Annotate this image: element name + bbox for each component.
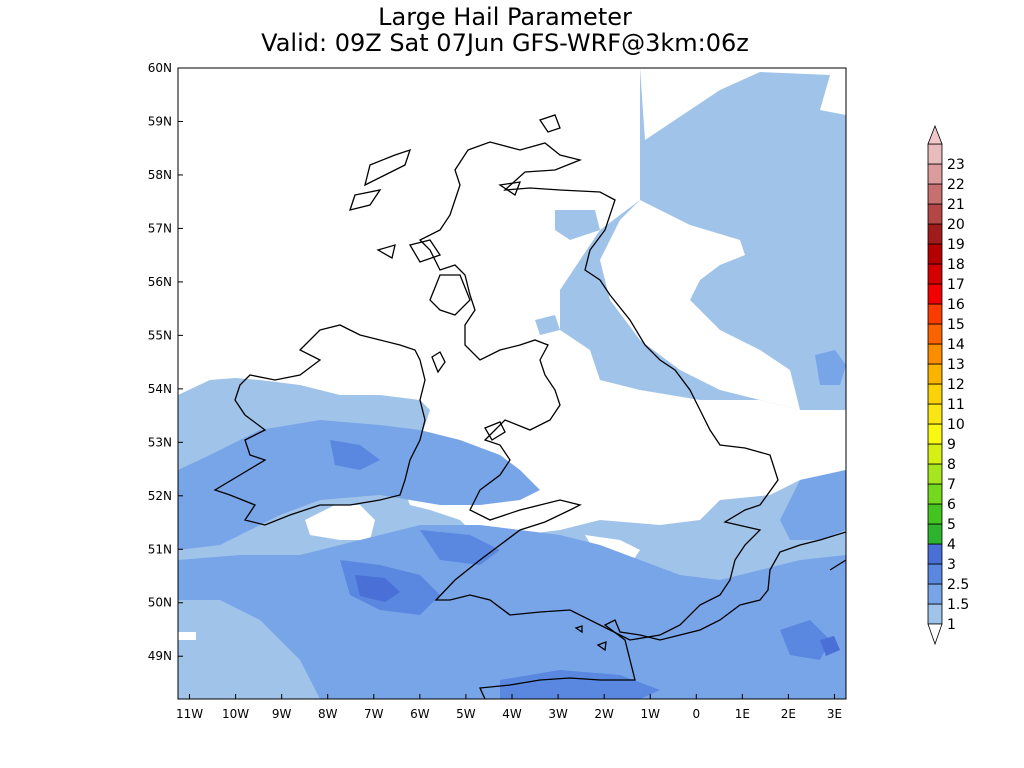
colorbar-over-triangle — [927, 124, 943, 145]
colorbar-swatch — [927, 263, 943, 285]
colorbar-label: 2.5 — [947, 577, 969, 593]
colorbar-label: 13 — [947, 357, 965, 373]
lon-label-2W: 2W — [594, 707, 614, 721]
lon-label-9W: 9W — [272, 707, 292, 721]
lon-label-7W: 7W — [364, 707, 384, 721]
peak-value-regions — [355, 575, 840, 656]
colorbar-swatch — [927, 163, 943, 185]
lat-label-56N: 56N — [148, 275, 172, 289]
axis-ticks — [178, 68, 835, 699]
colorbar-swatch — [927, 543, 943, 565]
map-title: Large Hail Parameter — [378, 3, 632, 31]
colorbar-label: 22 — [947, 177, 965, 193]
colorbar-label: 5 — [947, 517, 956, 533]
latitude-labels: 60N 59N 58N 57N 56N 55N 54N 53N 52N 51N 50N 49N — [148, 61, 172, 663]
colorbar-label: 9 — [947, 437, 956, 453]
colorbar-label: 12 — [947, 377, 965, 393]
lat-label-57N: 57N — [148, 221, 172, 235]
colorbar-label: 6 — [947, 497, 956, 513]
colorbar-label: 19 — [947, 237, 965, 253]
colorbar-label: 15 — [947, 317, 965, 333]
lat-label-59N: 59N — [148, 114, 172, 128]
lon-label-11W: 11W — [176, 707, 203, 721]
colorbar-swatch — [927, 303, 943, 325]
colorbar-swatch — [927, 383, 943, 405]
lat-label-50N: 50N — [148, 596, 172, 610]
lat-label-53N: 53N — [148, 435, 172, 449]
colorbar-swatch — [927, 243, 943, 265]
colorbar-swatch — [927, 403, 943, 425]
colorbar-label: 23 — [947, 157, 965, 173]
colorbar-swatch — [927, 223, 943, 245]
colorbar-label: 16 — [947, 297, 965, 313]
colorbar-label: 3 — [947, 557, 956, 573]
colorbar-swatch — [927, 483, 943, 505]
lat-label-51N: 51N — [148, 542, 172, 556]
colorbar-label: 17 — [947, 277, 965, 293]
lat-label-52N: 52N — [148, 489, 172, 503]
colorbar-swatch — [927, 323, 943, 345]
coastlines — [213, 114, 846, 699]
colorbar-swatch — [927, 523, 943, 545]
colorbar-swatch — [927, 363, 943, 385]
colorbar-label: 14 — [947, 337, 965, 353]
colorbar-label: 8 — [947, 457, 956, 473]
lon-label-6W: 6W — [410, 707, 430, 721]
lat-label-60N: 60N — [148, 61, 172, 75]
lon-label-5W: 5W — [456, 707, 476, 721]
colorbar-swatch — [927, 343, 943, 365]
lat-label-55N: 55N — [148, 328, 172, 342]
colorbar-under-triangle — [927, 623, 943, 646]
lon-label-1E: 1E — [735, 707, 750, 721]
colorbar-swatch — [927, 143, 943, 165]
colorbar-label: 20 — [947, 217, 965, 233]
colorbar-swatch — [927, 203, 943, 225]
colorbar-label: 7 — [947, 477, 956, 493]
colorbar-swatch — [927, 583, 943, 605]
lat-label-58N: 58N — [148, 168, 172, 182]
colorbar-swatch — [927, 183, 943, 205]
colorbar-swatch — [927, 283, 943, 305]
map-subtitle: Valid: 09Z Sat 07Jun GFS-WRF@3km:06z — [261, 29, 749, 57]
map-frame — [177, 67, 847, 700]
colorbar-swatch — [927, 423, 943, 445]
lon-label-3E: 3E — [827, 707, 842, 721]
colorbar-swatch — [927, 503, 943, 525]
colorbar-swatch — [927, 443, 943, 465]
colorbar-swatch — [927, 463, 943, 485]
colorbar-label: 4 — [947, 537, 956, 553]
colorbar-label: 1.5 — [947, 597, 969, 613]
colorbar-swatch — [927, 563, 943, 585]
colorbar-label: 11 — [947, 397, 965, 413]
lon-label-10W: 10W — [222, 707, 249, 721]
lat-label-49N: 49N — [148, 649, 172, 663]
colorbar-swatch — [927, 603, 943, 625]
lon-label-3W: 3W — [548, 707, 568, 721]
lon-label-4W: 4W — [502, 707, 522, 721]
colorbar-label: 18 — [947, 257, 965, 273]
lon-label-0: 0 — [692, 707, 700, 721]
lon-label-2E: 2E — [781, 707, 796, 721]
colorbar-label: 21 — [947, 197, 965, 213]
lon-label-1W: 1W — [640, 707, 660, 721]
longitude-labels: 11W 10W 9W 8W 7W 6W 5W 4W 3W 2W 1W 0 1E 2E 3E — [176, 707, 842, 721]
lon-label-8W: 8W — [318, 707, 338, 721]
colorbar-label: 10 — [947, 417, 965, 433]
lat-label-54N: 54N — [148, 382, 172, 396]
colorbar-label: 1 — [947, 617, 956, 633]
